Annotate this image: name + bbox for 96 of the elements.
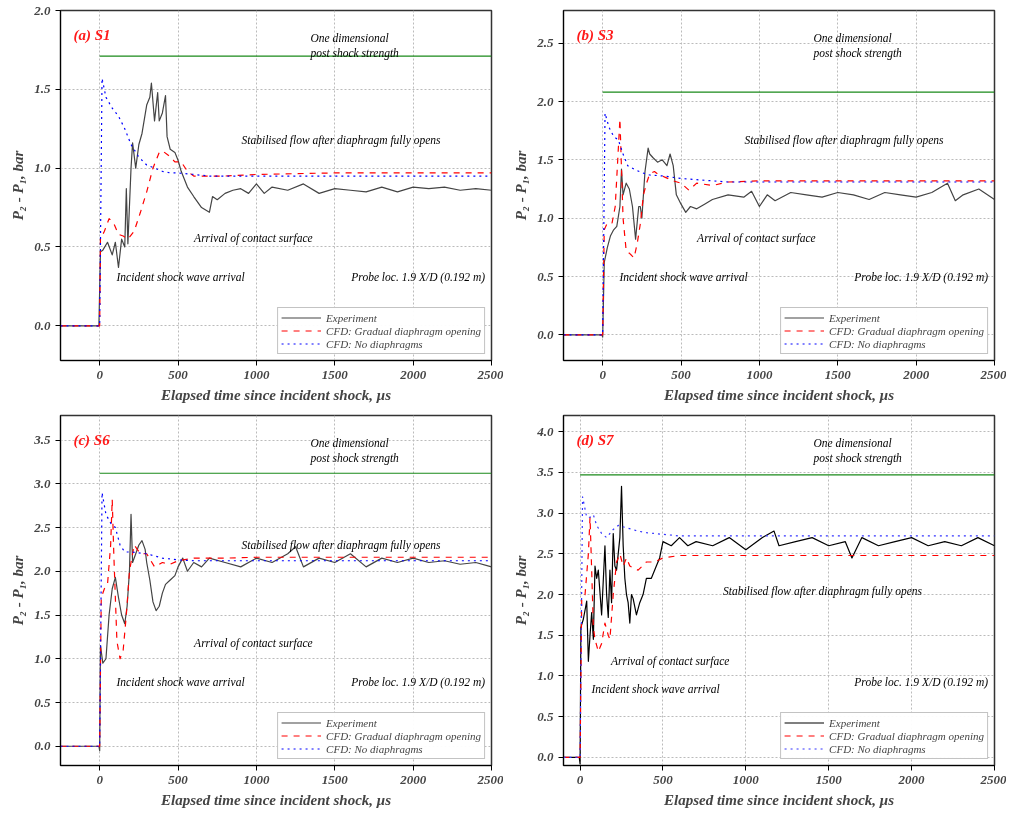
- x-tick-label: 500: [168, 366, 189, 382]
- y-tick-label: 3.5: [33, 432, 51, 447]
- annotation: Probe loc. 1.9 X/D (0.192 m): [350, 270, 486, 284]
- x-tick-label: 0: [576, 771, 584, 787]
- legend-label: Experiment: [829, 311, 880, 324]
- y-tick-label: 0.0: [34, 317, 51, 333]
- y-tick-label: 2.0: [33, 563, 51, 579]
- annotation: One dimensional post shock strength: [812, 32, 903, 60]
- y-axis-title: P₂ - P₁, bar: [10, 150, 27, 221]
- annotation: One dimensional post shock strength: [309, 32, 400, 60]
- legend-label: CFD: Gradual diaphragm opening: [326, 324, 481, 337]
- text: (d) S7: [576, 432, 615, 449]
- y-tick-label: 3.0: [536, 505, 554, 521]
- x-axis-title: Elapsed time since incident shock, μs: [663, 386, 895, 403]
- x-tick-label: 1500: [815, 771, 843, 787]
- y-tick-label: 1.0: [34, 650, 51, 666]
- x-tick-label: 1000: [746, 366, 773, 382]
- x-tick-label: 0: [599, 366, 607, 382]
- x-tick-label: 1000: [732, 771, 760, 787]
- y-axis-title: P₂ - P₁, bar: [513, 555, 530, 626]
- y-tick-label: 1.0: [537, 667, 554, 683]
- x-tick-label: 2000: [399, 366, 427, 382]
- y-tick-label: 1.5: [34, 81, 51, 97]
- annotation: Stabilised flow after diaphragm fully opens: [241, 134, 442, 147]
- annotation: Incident shock wave arrival: [618, 270, 748, 283]
- y-tick-label: 1.0: [34, 160, 51, 176]
- annotation: Incident shock wave arrival: [590, 682, 720, 695]
- annotation: Probe loc. 1.9 X/D (0.192 m): [853, 675, 989, 689]
- y-tick-label: 2.0: [33, 2, 51, 18]
- y-tick-label: 1.5: [537, 627, 554, 643]
- x-tick-label: 500: [653, 771, 674, 787]
- y-tick-label: 0.0: [34, 738, 51, 754]
- x-tick-label: 500: [671, 366, 692, 382]
- y-tick-label: 3.0: [33, 475, 51, 491]
- y-axis-title: P₂ - P₁, bar: [10, 555, 27, 626]
- y-tick-label: 0.0: [537, 326, 554, 342]
- legend-label: CFD: Gradual diaphragm opening: [829, 324, 984, 337]
- legend-label: CFD: No diaphragms: [829, 742, 926, 755]
- x-tick-label: 1000: [243, 771, 270, 787]
- y-tick-label: 0.5: [537, 268, 554, 284]
- text: (b) S3: [576, 27, 615, 44]
- legend-label: Experiment: [326, 716, 377, 729]
- x-axis-title: Elapsed time since incident shock, μs: [663, 791, 895, 808]
- annotation: One dimensional post shock strength: [309, 437, 400, 465]
- x-tick-label: 0: [96, 771, 104, 787]
- text: (c) S6: [73, 432, 111, 449]
- annotation: Arrival of contact surface: [609, 654, 730, 668]
- legend-label: CFD: No diaphragms: [326, 742, 423, 755]
- annotation: Incident shock wave arrival: [115, 270, 245, 283]
- y-tick-label: 1.0: [537, 210, 554, 226]
- x-axis-title: Elapsed time since incident shock, μs: [160, 791, 392, 808]
- y-tick-label: 4.0: [536, 423, 554, 439]
- x-axis-title: Elapsed time since incident shock, μs: [160, 386, 392, 403]
- legend-label: Experiment: [829, 716, 880, 729]
- y-tick-label: 2.0: [536, 93, 554, 109]
- annotation: Arrival of contact surface: [193, 232, 313, 245]
- y-tick-label: 0.0: [537, 749, 554, 765]
- annotation: Probe loc. 1.9 X/D (0.192 m): [350, 675, 486, 689]
- x-tick-label: 0: [96, 366, 104, 382]
- y-tick-label: 2.0: [536, 586, 554, 602]
- annotation: Stabilised flow after diaphragm fully opens: [241, 539, 442, 552]
- annotation: Probe loc. 1.9 X/D (0.192 m): [853, 270, 989, 284]
- x-tick-label: 1000: [243, 366, 270, 382]
- x-tick-label: 2000: [902, 366, 930, 382]
- y-tick-label: 0.5: [34, 238, 51, 254]
- x-tick-label: 500: [168, 771, 189, 787]
- y-tick-label: 0.5: [537, 708, 554, 724]
- x-tick-label: 2000: [897, 771, 926, 787]
- y-tick-label: 1.5: [537, 151, 554, 167]
- y-tick-label: 3.5: [536, 464, 554, 480]
- text: (a) S1: [73, 27, 111, 44]
- legend-label: CFD: No diaphragms: [829, 337, 926, 350]
- annotation: One dimensional post shock strength: [812, 437, 903, 465]
- annotation: Stabilised flow after diaphragm fully opens: [722, 584, 923, 598]
- legend-label: Experiment: [326, 311, 377, 324]
- annotation: Arrival of contact surface: [193, 637, 313, 650]
- legend-label: CFD: Gradual diaphragm opening: [829, 729, 984, 742]
- annotation: Stabilised flow after diaphragm fully opens: [744, 134, 945, 147]
- y-tick-label: 1.5: [34, 607, 51, 622]
- x-tick-label: 1500: [321, 771, 349, 787]
- y-tick-label: 0.5: [34, 694, 51, 710]
- y-tick-label: 2.5: [536, 545, 554, 561]
- x-tick-label: 2500: [476, 366, 504, 382]
- x-tick-label: 1500: [824, 366, 852, 382]
- y-axis-title: P₂ - P₁, bar: [513, 150, 530, 221]
- legend-label: CFD: No diaphragms: [326, 337, 423, 350]
- x-tick-label: 2500: [476, 771, 504, 787]
- x-tick-label: 2000: [399, 771, 427, 787]
- annotation: Incident shock wave arrival: [115, 675, 245, 688]
- legend-label: CFD: Gradual diaphragm opening: [326, 729, 481, 742]
- x-tick-label: 2500: [979, 366, 1007, 382]
- y-tick-label: 2.5: [33, 519, 51, 535]
- y-tick-label: 2.5: [536, 35, 554, 51]
- x-tick-label: 1500: [321, 366, 349, 382]
- x-tick-label: 2500: [979, 771, 1007, 787]
- annotation: Arrival of contact surface: [696, 232, 816, 245]
